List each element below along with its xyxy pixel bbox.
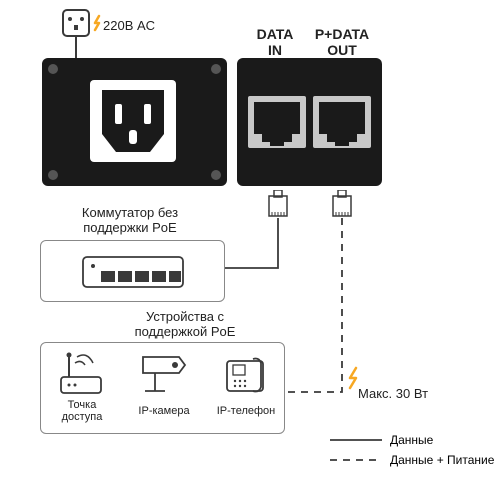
- devices-box: Точка доступа IP-камера IP-телефон: [40, 342, 285, 434]
- devices-title: Устройства с поддержкой PoE: [105, 309, 265, 339]
- legend-data: Данные: [390, 433, 433, 447]
- ip-camera-icon: [135, 351, 195, 399]
- switch-box: [40, 240, 225, 302]
- legend-data-power: Данные + Питание: [390, 453, 494, 467]
- switch-title: Коммутатор без поддержки PoE: [50, 205, 210, 235]
- max-power-label: Макс. 30 Вт: [358, 386, 428, 401]
- cam-label: IP-камера: [127, 405, 201, 417]
- phone-label: IP-телефон: [209, 405, 283, 417]
- access-point-icon: [55, 351, 115, 399]
- ap-label: Точка доступа: [49, 399, 115, 423]
- ip-phone-icon: [217, 351, 277, 399]
